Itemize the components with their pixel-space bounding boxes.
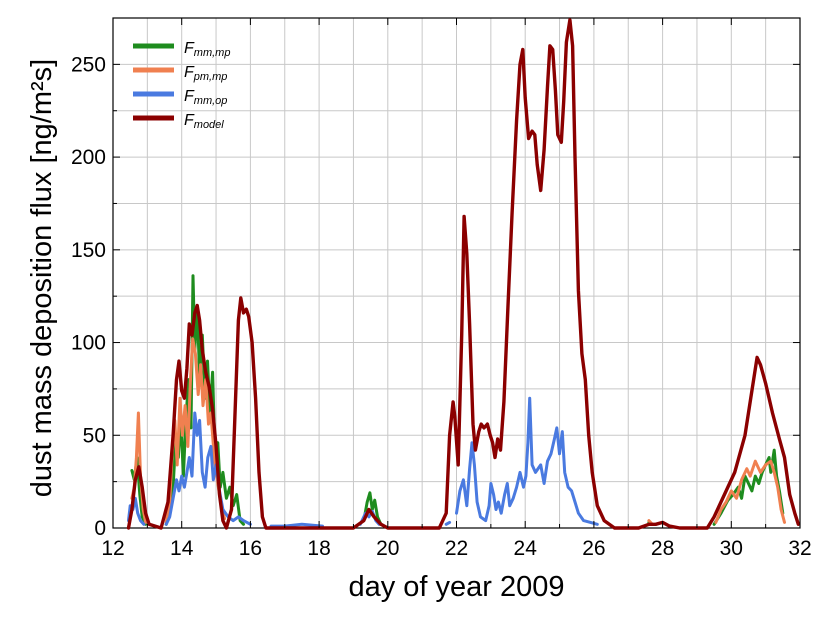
series-line <box>444 520 452 526</box>
series-line <box>164 411 252 526</box>
x-tick-label: 32 <box>788 537 811 560</box>
legend-entry: Fmm,op <box>184 88 227 107</box>
series-line <box>714 459 786 524</box>
x-tick-label: 28 <box>651 537 674 560</box>
legend-entry: Fmodel <box>184 112 224 131</box>
series-line <box>455 396 599 526</box>
x-tick-label: 24 <box>514 537 538 560</box>
x-tick-label: 26 <box>582 537 605 560</box>
y-tick-label: 150 <box>71 239 106 262</box>
y-axis-label: dust mass deposition flux [ng/m²s] <box>26 59 58 497</box>
x-tick-label: 20 <box>376 537 399 560</box>
legend-entry: Fmm,mp <box>184 40 230 59</box>
series-line <box>712 448 785 526</box>
y-tick-label: 50 <box>83 424 106 447</box>
series-1 <box>130 274 785 526</box>
x-tick-labels: 12 14 16 18 20 22 24 26 28 30 32 <box>101 537 811 560</box>
y-tick-label: 250 <box>71 53 106 76</box>
y-tick-labels: 0 50 100 150 200 250 <box>71 53 106 540</box>
series-line <box>164 337 227 524</box>
x-tick-label: 12 <box>101 537 124 560</box>
x-tick-label: 18 <box>307 537 330 560</box>
x-tick-label: 30 <box>720 537 743 560</box>
y-tick-label: 100 <box>71 332 106 355</box>
x-tick-label: 14 <box>170 537 194 560</box>
x-tick-label: 22 <box>445 537 468 560</box>
y-tick-label: 0 <box>94 517 106 540</box>
x-axis-label: day of year 2009 <box>348 571 564 603</box>
legend: Fmm,mp Fpm,mp Fmm,op Fmodel <box>133 40 230 131</box>
x-tick-label: 16 <box>239 537 262 560</box>
series-line <box>126 18 800 530</box>
series-line <box>362 491 383 526</box>
y-tick-label: 200 <box>71 146 106 169</box>
series-3 <box>127 396 599 528</box>
axis-ticks <box>112 18 801 529</box>
series-line <box>127 496 146 526</box>
legend-entry: Fpm,mp <box>184 64 227 83</box>
series-line <box>269 522 324 528</box>
series-layer <box>126 18 800 530</box>
series-4 <box>126 18 800 530</box>
